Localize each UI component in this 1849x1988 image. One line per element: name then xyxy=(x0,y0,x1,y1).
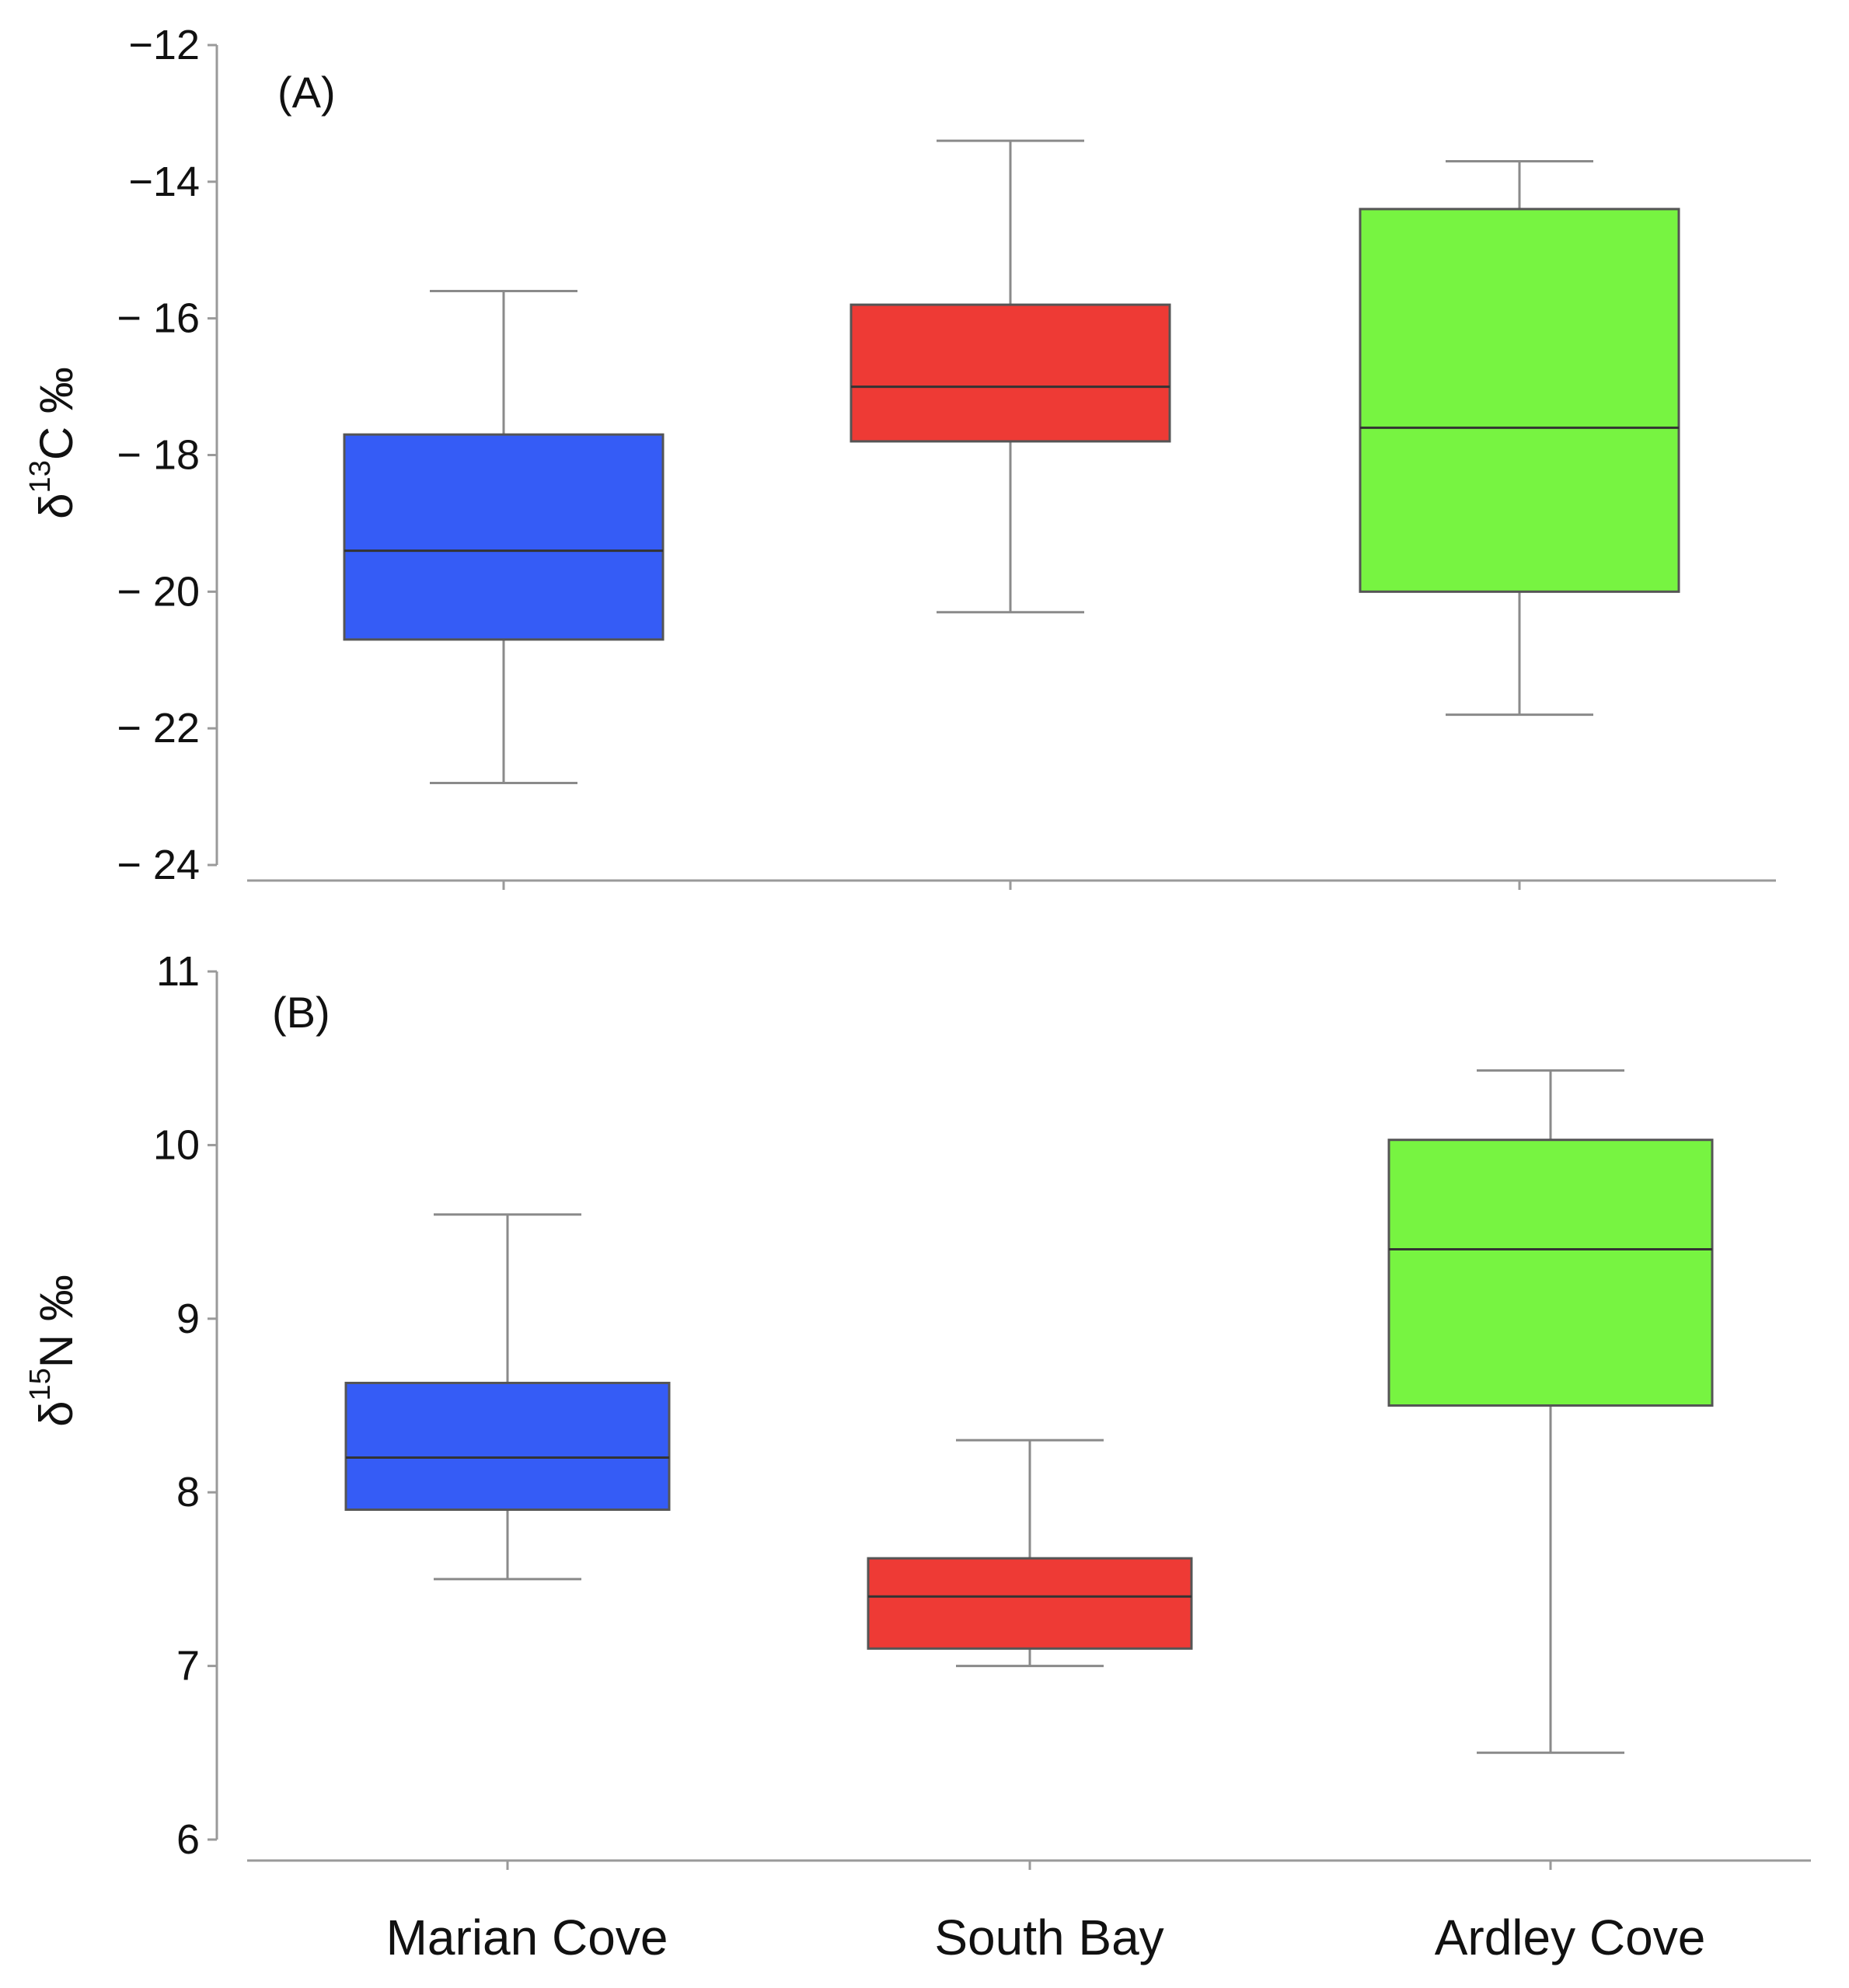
y-tick-label: 10 xyxy=(153,1121,200,1168)
iqr-box xyxy=(849,303,1171,443)
iqr-box xyxy=(867,1557,1193,1650)
x-category-label: Ardley Cove xyxy=(1435,1910,1706,1965)
box-marian-cove xyxy=(344,1213,671,1870)
y-tick-label: 11 xyxy=(156,948,200,995)
panel-b: 6 7 8 9 10 11 δ15N ‰ (B) Marian Cove South Bay Ard… xyxy=(24,948,1811,1965)
panel-label: (A) xyxy=(277,68,336,117)
y-tick-label: 6 xyxy=(176,1816,200,1863)
box-south-bay xyxy=(867,1439,1193,1870)
panel-label: (B) xyxy=(272,988,330,1037)
y-tick-label: − 16 xyxy=(117,295,200,342)
iqr-box xyxy=(1359,208,1680,593)
box-marian-cove xyxy=(343,290,665,890)
box-south-bay xyxy=(849,139,1171,890)
x-category-label: South Bay xyxy=(934,1910,1163,1965)
iqr-box xyxy=(344,1381,671,1512)
iqr-box xyxy=(1387,1139,1714,1407)
y-tick-label: − 22 xyxy=(117,705,200,752)
y-tick-label: − 18 xyxy=(117,432,200,479)
y-tick-label: 8 xyxy=(176,1469,200,1515)
y-axis-title: δ13C ‰ xyxy=(24,367,82,519)
iqr-box xyxy=(343,433,665,641)
y-tick-label: − 20 xyxy=(117,568,200,615)
y-tick-label: 9 xyxy=(176,1296,200,1342)
y-tick-label: 7 xyxy=(176,1643,200,1690)
y-tick-label: −12 xyxy=(128,22,200,68)
x-category-label: Marian Cove xyxy=(386,1910,668,1965)
box-ardley-cove xyxy=(1359,159,1680,890)
panel-a: −12 −14 − 16 − 18 − 20 − 22 − 24 δ13C ‰ (A) xyxy=(24,22,1776,890)
y-tick-label: − 24 xyxy=(117,842,200,888)
y-axis-title: δ15N ‰ xyxy=(24,1275,82,1427)
y-tick-label: −14 xyxy=(128,159,200,205)
box-ardley-cove xyxy=(1387,1069,1714,1870)
